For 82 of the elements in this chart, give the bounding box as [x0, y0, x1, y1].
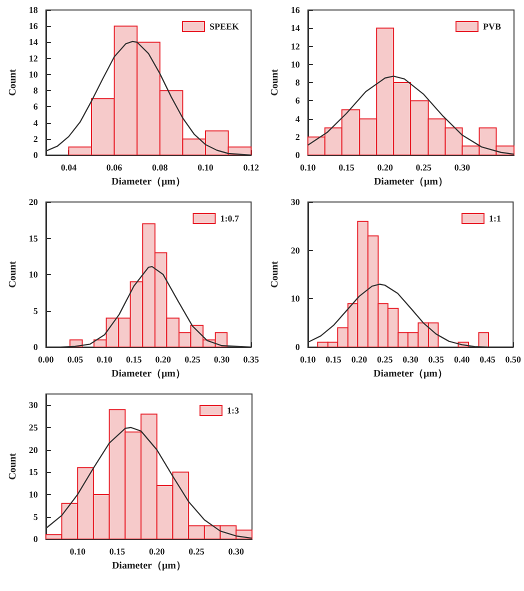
legend-label: PVB: [483, 22, 501, 32]
y-tick-label: 12: [290, 41, 300, 52]
x-tick-label: 0.30: [402, 354, 419, 365]
x-tick-label: 0.05: [67, 354, 84, 365]
y-axis-title: Count: [270, 68, 280, 96]
x-tick-label: 0.10: [300, 354, 316, 365]
y-tick-label: 10: [28, 270, 38, 280]
y-tick-label: 6: [295, 96, 300, 106]
y-tick-label: 5: [33, 306, 38, 316]
x-tick-label: 0.10: [96, 354, 113, 365]
y-tick-label: 15: [28, 467, 38, 478]
y-tick-label: 30: [28, 400, 38, 410]
y-tick-label: 15: [28, 233, 38, 244]
y-tick-label: 8: [295, 78, 300, 88]
x-tick-label: 0.08: [152, 162, 168, 173]
x-tick-label: 0.30: [214, 354, 230, 365]
y-tick-label: 16: [290, 5, 300, 15]
y-tick-label: 0: [33, 342, 38, 352]
y-tick-label: 4: [33, 118, 38, 128]
legend-label: 1:3: [227, 406, 240, 416]
x-tick-label: 0.30: [454, 162, 471, 173]
x-tick-label: 0.10: [198, 162, 214, 173]
x-tick-label: 0.20: [155, 354, 172, 365]
y-tick-label: 12: [28, 53, 38, 64]
legend-label: 1:1: [489, 214, 502, 224]
x-axis-title: Diameter（μm）: [374, 368, 448, 380]
x-tick-label: 0.35: [428, 354, 445, 365]
y-tick-label: 4: [295, 114, 300, 124]
x-tick-label: 0.20: [149, 546, 166, 557]
y-tick-label: 10: [290, 294, 300, 304]
y-tick-label: 2: [33, 134, 38, 144]
y-tick-label: 20: [28, 444, 38, 455]
x-tick-label: 0.40: [454, 354, 470, 365]
x-tick-label: 0.15: [338, 162, 355, 173]
x-tick-label: 0.10: [300, 162, 316, 173]
x-tick-label: 0.12: [243, 162, 260, 173]
y-axis-title: Count: [270, 260, 280, 288]
x-tick-label: 0.20: [377, 162, 394, 173]
x-tick-label: 0.00: [38, 354, 54, 365]
y-tick-label: 0: [295, 150, 300, 160]
x-tick-label: 0.04: [60, 162, 78, 173]
legend-label: SPEEK: [209, 22, 240, 32]
x-tick-label: 0.15: [126, 354, 142, 365]
x-tick-label: 0.15: [326, 354, 342, 365]
y-tick-label: 14: [290, 23, 300, 34]
y-tick-label: 0: [295, 342, 300, 352]
x-axis-title: Diameter（μm）: [112, 560, 186, 572]
x-axis-title: Diameter（μm）: [374, 176, 448, 188]
y-tick-label: 20: [290, 245, 300, 256]
x-tick-label: 0.35: [243, 354, 260, 365]
y-tick-label: 0: [33, 150, 38, 160]
y-tick-label: 25: [28, 422, 38, 432]
y-tick-label: 30: [290, 197, 300, 207]
y-tick-label: 0: [33, 534, 38, 544]
x-tick-label: 0.25: [188, 546, 205, 557]
y-tick-label: 10: [28, 69, 38, 80]
y-tick-label: 10: [290, 59, 300, 70]
y-tick-label: 20: [28, 197, 38, 207]
y-axis-title: Count: [8, 68, 18, 96]
x-tick-label: 0.30: [228, 546, 245, 557]
y-axis-title: Count: [8, 452, 18, 480]
x-axis-title: Diameter（μm）: [112, 176, 186, 188]
x-tick-label: 0.20: [351, 354, 368, 365]
y-tick-label: 18: [28, 5, 38, 15]
x-tick-label: 0.25: [376, 354, 394, 365]
x-axis-title: Diameter（μm）: [112, 368, 186, 380]
y-axis-title: Count: [8, 260, 18, 288]
y-tick-label: 8: [33, 86, 38, 96]
y-tick-label: 16: [28, 21, 38, 32]
y-tick-label: 10: [28, 489, 38, 500]
y-tick-label: 5: [33, 512, 38, 522]
x-tick-label: 0.50: [505, 354, 522, 365]
x-tick-label: 0.06: [106, 162, 123, 173]
x-tick-label: 0.25: [416, 162, 432, 173]
legend-label: 1:0.7: [220, 214, 240, 224]
y-tick-label: 14: [28, 37, 38, 48]
y-tick-label: 6: [33, 102, 38, 112]
x-tick-label: 0.10: [70, 546, 86, 557]
x-tick-label: 0.45: [480, 354, 496, 365]
x-tick-label: 0.25: [184, 354, 201, 365]
x-tick-label: 0.15: [109, 546, 126, 557]
y-tick-label: 2: [295, 132, 300, 142]
